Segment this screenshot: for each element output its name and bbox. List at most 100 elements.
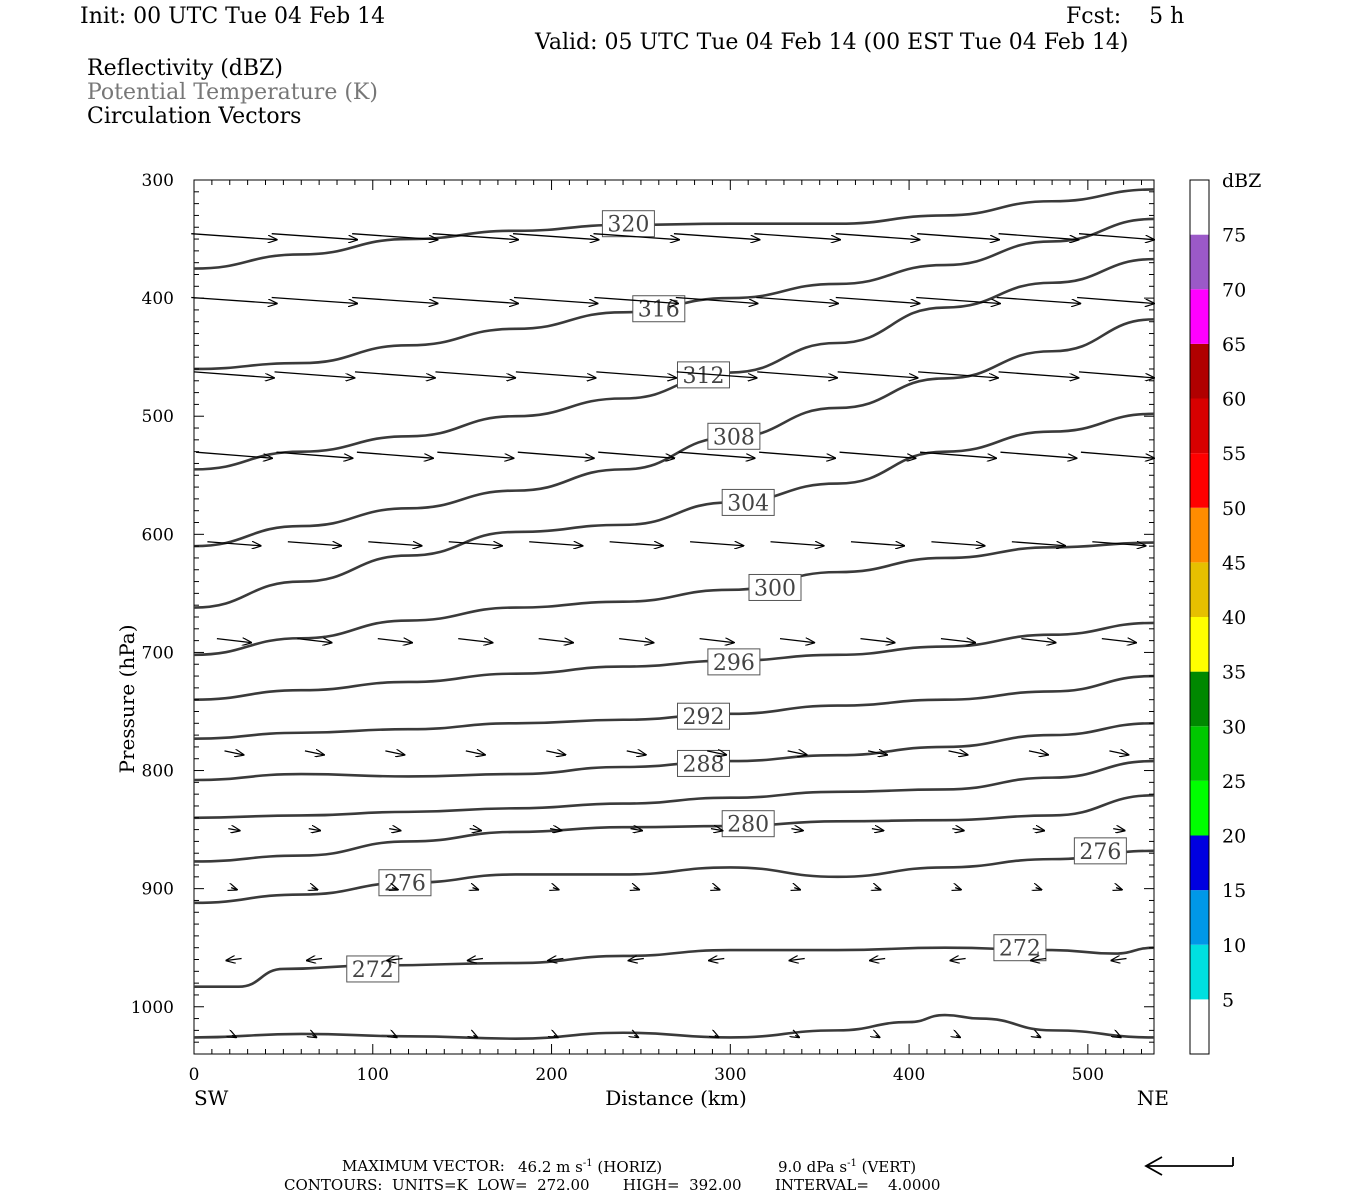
colorbar-label: 65: [1222, 334, 1246, 356]
colorbar-label: 45: [1222, 552, 1246, 574]
colorbar-bin: [1190, 999, 1209, 1054]
circulation-vector: [754, 233, 840, 240]
circulation-vector: [549, 829, 561, 831]
circulation-vector: [297, 639, 331, 643]
circulation-vector: [931, 542, 984, 546]
circulation-vector: [1078, 371, 1154, 378]
circulation-vector: [517, 451, 594, 458]
circulation-vector: [194, 371, 274, 378]
circulation-vector: [609, 542, 663, 546]
circulation-vector: [940, 639, 975, 643]
circulation-vector: [1080, 451, 1154, 458]
contour-label: 308: [713, 425, 755, 450]
theta-contour-276: [193, 849, 1155, 905]
circulation-vector: [469, 829, 481, 831]
circulation-vector: [850, 542, 904, 546]
circulation-vector: [313, 1035, 317, 1037]
circulation-vector: [354, 371, 435, 378]
circulation-vector: [195, 451, 272, 458]
circulation-vector: [432, 296, 518, 303]
colorbar-label: 70: [1222, 279, 1246, 301]
colorbar-label: 40: [1222, 607, 1246, 629]
circulation-vector: [304, 751, 324, 755]
field-potential-temperature: Potential Temperature (K): [87, 80, 378, 105]
circulation-vector: [368, 542, 421, 546]
theta-contour-300: [193, 541, 1155, 657]
circulation-vector: [757, 371, 837, 378]
circulation-vector: [839, 451, 916, 458]
valid-time: Valid: 05 UTC Tue 04 Feb 14 (00 EST Tue …: [535, 30, 1129, 55]
circulation-vector: [392, 888, 398, 890]
circulation-vector: [1000, 451, 1076, 458]
x-tick-label: 500: [1072, 1065, 1104, 1085]
circulation-vector: [709, 959, 725, 961]
circulation-vector: [1113, 829, 1124, 831]
x-tick-label: 0: [189, 1065, 200, 1085]
colorbar-bin: [1190, 507, 1209, 563]
circulation-vector: [352, 233, 438, 240]
y-tick-label: 600: [142, 525, 174, 545]
circulation-vector: [274, 371, 355, 378]
circulation-vector: [1116, 888, 1122, 890]
colorbar-label: 55: [1222, 443, 1246, 465]
circulation-vector: [916, 296, 1000, 303]
contour-label-box: [748, 573, 802, 601]
circulation-vector: [468, 959, 484, 961]
circulation-vector: [629, 959, 644, 961]
circulation-vector: [835, 233, 920, 240]
colorbar-label: 20: [1222, 826, 1246, 848]
circulation-vector: [794, 888, 800, 890]
circulation-vector: [232, 1035, 236, 1037]
theta-contour-304: [193, 412, 1155, 609]
contour-label: 304: [727, 491, 769, 516]
y-axis-label: Pressure (hPa): [115, 625, 139, 774]
y-tick-label: 700: [142, 643, 174, 663]
circulation-vector: [860, 639, 894, 643]
circulation-vector: [529, 542, 582, 546]
circulation-vector: [389, 829, 400, 831]
colorbar-label: 25: [1222, 771, 1246, 793]
circulation-vector: [1092, 542, 1145, 546]
circulation-vector: [779, 639, 814, 643]
contour-label-box: [721, 810, 775, 838]
colorbar-bin: [1190, 617, 1209, 672]
contour-label: 272: [999, 937, 1041, 962]
circulation-vector: [787, 751, 807, 755]
circulation-vector: [554, 1035, 558, 1037]
circulation-vector: [633, 888, 639, 890]
circulation-vector: [756, 296, 838, 303]
circulation-vector: [699, 639, 734, 643]
max-vector-label: MAXIMUM VECTOR:: [342, 1157, 505, 1175]
circulation-vector: [759, 451, 835, 458]
circulation-vector: [875, 888, 881, 890]
colorbar-label: 10: [1222, 935, 1246, 957]
circulation-vector: [715, 1035, 719, 1037]
x-tick-label: 100: [357, 1065, 389, 1085]
circulation-vector: [356, 451, 433, 458]
y-tick-label: 300: [142, 171, 174, 191]
x-axis-label: Distance (km): [605, 1086, 747, 1110]
circulation-vector: [996, 296, 1081, 303]
circulation-vector: [1078, 233, 1154, 240]
circulation-vector: [919, 451, 996, 458]
circulation-vector: [790, 959, 805, 961]
init-time: Init: 00 UTC Tue 04 Feb 14: [80, 4, 386, 29]
y-tick-label: 400: [142, 289, 174, 309]
contour-label-box: [601, 210, 655, 238]
circulation-vector: [1111, 959, 1127, 961]
circulation-vector: [308, 829, 320, 831]
circulation-vector: [594, 296, 678, 303]
colorbar-bin: [1190, 234, 1209, 290]
circulation-vector: [515, 371, 596, 378]
y-tick-label: 900: [142, 880, 174, 900]
colorbar-label: 60: [1222, 389, 1246, 411]
circulation-vector: [791, 829, 802, 831]
colorbar-bin: [1190, 671, 1209, 727]
y-tick-label: 1000: [131, 998, 174, 1018]
theta-contour-296: [193, 621, 1155, 701]
circulation-vector: [673, 233, 760, 240]
theta-contour-292: [193, 674, 1155, 740]
circulation-vector: [1101, 639, 1136, 643]
contour-label: 276: [384, 872, 426, 897]
circulation-vector: [956, 1035, 960, 1037]
